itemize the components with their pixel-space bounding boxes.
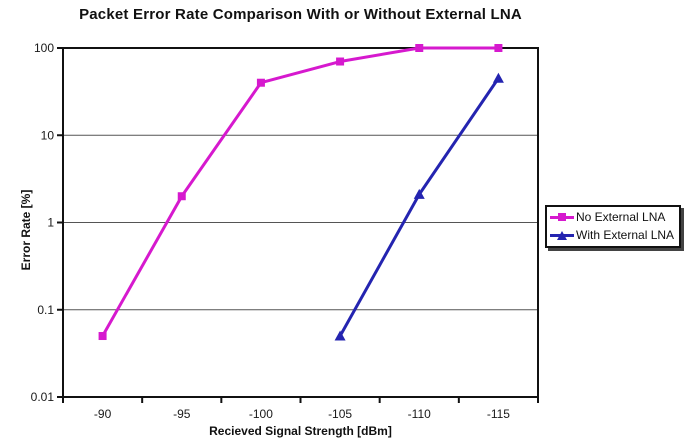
- legend: No External LNA With External LNA: [545, 205, 682, 248]
- x-tick-label: -105: [328, 407, 352, 421]
- y-tick-label: 0.01: [31, 390, 55, 404]
- chart-title: Packet Error Rate Comparison With or Wit…: [79, 6, 522, 23]
- legend-label: No External LNA: [576, 210, 666, 224]
- y-tick-label: 100: [34, 41, 54, 55]
- y-tick-label: 1: [47, 216, 54, 230]
- legend-item: No External LNA: [550, 208, 674, 226]
- series-line-0: [101, 46, 499, 337]
- data-marker-square: [336, 57, 345, 66]
- legend-triangle-marker-icon: [550, 230, 574, 241]
- data-marker-triangle: [413, 188, 425, 199]
- y-axis-title: Error Rate [%]: [19, 189, 33, 271]
- x-tick-label: -115: [487, 407, 510, 421]
- y-tick-label: 0.1: [37, 303, 54, 317]
- data-marker-square: [415, 44, 424, 52]
- legend-items: No External LNA With External LNA: [550, 208, 674, 244]
- data-marker-triangle: [334, 330, 346, 341]
- data-marker-triangle: [492, 72, 504, 83]
- x-tick-label: -110: [408, 407, 431, 421]
- data-marker-square: [256, 78, 265, 87]
- x-tick-label: -95: [173, 407, 191, 421]
- x-tick-label: -100: [249, 407, 273, 421]
- legend-label: With External LNA: [576, 228, 675, 242]
- data-marker-square: [177, 192, 186, 201]
- data-marker-square: [98, 332, 107, 341]
- y-tick-label: 10: [41, 128, 55, 142]
- legend-square-marker-icon: [550, 212, 574, 223]
- x-axis-title: Recieved Signal Strength [dBm]: [209, 424, 392, 438]
- data-marker-square: [494, 44, 503, 52]
- x-tick-label: -90: [94, 407, 112, 421]
- legend-item: With External LNA: [550, 226, 674, 244]
- series-line-1: [338, 77, 500, 337]
